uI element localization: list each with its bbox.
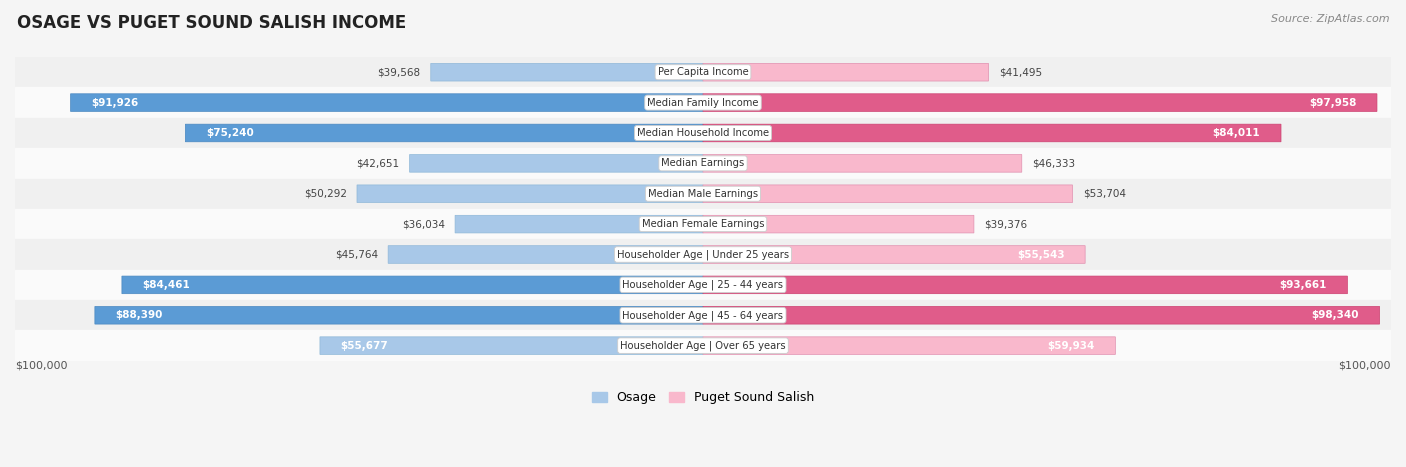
Text: Source: ZipAtlas.com: Source: ZipAtlas.com bbox=[1271, 14, 1389, 24]
Legend: Osage, Puget Sound Salish: Osage, Puget Sound Salish bbox=[586, 386, 820, 409]
FancyBboxPatch shape bbox=[357, 185, 703, 203]
FancyBboxPatch shape bbox=[388, 246, 703, 263]
Text: $36,034: $36,034 bbox=[402, 219, 444, 229]
FancyBboxPatch shape bbox=[703, 94, 1376, 112]
Bar bbox=[15, 300, 1391, 331]
Text: $50,292: $50,292 bbox=[304, 189, 347, 199]
Text: $42,651: $42,651 bbox=[356, 158, 399, 169]
Text: Householder Age | Over 65 years: Householder Age | Over 65 years bbox=[620, 340, 786, 351]
FancyBboxPatch shape bbox=[703, 64, 988, 81]
FancyBboxPatch shape bbox=[70, 94, 703, 112]
FancyBboxPatch shape bbox=[94, 306, 703, 324]
Bar bbox=[15, 270, 1391, 300]
Text: $39,376: $39,376 bbox=[984, 219, 1028, 229]
FancyBboxPatch shape bbox=[703, 215, 974, 233]
Text: Median Female Earnings: Median Female Earnings bbox=[641, 219, 765, 229]
Text: $97,958: $97,958 bbox=[1309, 98, 1357, 107]
Text: $46,333: $46,333 bbox=[1032, 158, 1076, 169]
FancyBboxPatch shape bbox=[703, 185, 1073, 203]
Text: $98,340: $98,340 bbox=[1312, 310, 1360, 320]
Text: $55,677: $55,677 bbox=[340, 340, 388, 351]
Text: $45,764: $45,764 bbox=[335, 249, 378, 260]
Bar bbox=[15, 331, 1391, 361]
Text: Householder Age | 45 - 64 years: Householder Age | 45 - 64 years bbox=[623, 310, 783, 320]
Text: Householder Age | 25 - 44 years: Householder Age | 25 - 44 years bbox=[623, 280, 783, 290]
FancyBboxPatch shape bbox=[409, 155, 703, 172]
Text: $100,000: $100,000 bbox=[15, 361, 67, 371]
Text: $41,495: $41,495 bbox=[998, 67, 1042, 77]
Text: $59,934: $59,934 bbox=[1047, 340, 1095, 351]
Text: $91,926: $91,926 bbox=[91, 98, 138, 107]
FancyBboxPatch shape bbox=[703, 276, 1347, 294]
FancyBboxPatch shape bbox=[122, 276, 703, 294]
Text: $100,000: $100,000 bbox=[1339, 361, 1391, 371]
FancyBboxPatch shape bbox=[430, 64, 703, 81]
Bar bbox=[15, 148, 1391, 178]
Text: $84,461: $84,461 bbox=[142, 280, 190, 290]
FancyBboxPatch shape bbox=[703, 337, 1115, 354]
Text: Householder Age | Under 25 years: Householder Age | Under 25 years bbox=[617, 249, 789, 260]
Text: $75,240: $75,240 bbox=[207, 128, 253, 138]
Bar bbox=[15, 118, 1391, 148]
Bar bbox=[15, 87, 1391, 118]
FancyBboxPatch shape bbox=[186, 124, 703, 142]
Text: Median Male Earnings: Median Male Earnings bbox=[648, 189, 758, 199]
Bar bbox=[15, 239, 1391, 270]
Text: Median Earnings: Median Earnings bbox=[661, 158, 745, 169]
Text: $55,543: $55,543 bbox=[1017, 249, 1064, 260]
Text: Median Household Income: Median Household Income bbox=[637, 128, 769, 138]
Text: $53,704: $53,704 bbox=[1083, 189, 1126, 199]
FancyBboxPatch shape bbox=[703, 124, 1281, 142]
FancyBboxPatch shape bbox=[321, 337, 703, 354]
Bar bbox=[15, 178, 1391, 209]
Text: $84,011: $84,011 bbox=[1213, 128, 1260, 138]
FancyBboxPatch shape bbox=[703, 155, 1022, 172]
FancyBboxPatch shape bbox=[456, 215, 703, 233]
Bar bbox=[15, 57, 1391, 87]
Text: $93,661: $93,661 bbox=[1279, 280, 1327, 290]
FancyBboxPatch shape bbox=[703, 306, 1379, 324]
Text: Median Family Income: Median Family Income bbox=[647, 98, 759, 107]
Text: $39,568: $39,568 bbox=[377, 67, 420, 77]
Text: Per Capita Income: Per Capita Income bbox=[658, 67, 748, 77]
Text: OSAGE VS PUGET SOUND SALISH INCOME: OSAGE VS PUGET SOUND SALISH INCOME bbox=[17, 14, 406, 32]
Bar bbox=[15, 209, 1391, 239]
FancyBboxPatch shape bbox=[703, 246, 1085, 263]
Text: $88,390: $88,390 bbox=[115, 310, 163, 320]
